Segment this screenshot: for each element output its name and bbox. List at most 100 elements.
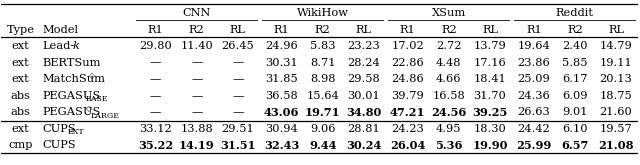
Text: XSum: XSum (432, 8, 466, 18)
Text: ext: ext (12, 124, 29, 134)
Text: PEGASUS: PEGASUS (42, 91, 100, 101)
Text: 34.80: 34.80 (346, 107, 381, 118)
Text: R2: R2 (567, 25, 583, 34)
Text: 19.11: 19.11 (600, 58, 632, 68)
Text: Model: Model (42, 25, 78, 34)
Text: ◇: ◇ (89, 72, 95, 80)
Text: 5.83: 5.83 (310, 41, 335, 51)
Text: R1: R1 (148, 25, 164, 34)
Text: 11.40: 11.40 (180, 41, 213, 51)
Text: R2: R2 (189, 25, 205, 34)
Text: 39.25: 39.25 (472, 107, 508, 118)
Text: LARGE: LARGE (91, 112, 120, 120)
Text: 18.30: 18.30 (474, 124, 506, 134)
Text: 13.79: 13.79 (474, 41, 506, 51)
Text: 15.64: 15.64 (307, 91, 339, 101)
Text: 25.09: 25.09 (518, 74, 550, 84)
Text: ext: ext (12, 74, 29, 84)
Text: 6.17: 6.17 (562, 74, 588, 84)
Text: 6.09: 6.09 (562, 91, 588, 101)
Text: 31.51: 31.51 (220, 140, 255, 151)
Text: 8.98: 8.98 (310, 74, 335, 84)
Text: 9.01: 9.01 (562, 107, 588, 117)
Text: 30.24: 30.24 (346, 140, 381, 151)
Text: k: k (72, 41, 79, 51)
Text: —: — (232, 58, 244, 68)
Text: 19.57: 19.57 (600, 124, 632, 134)
Text: MatchSum: MatchSum (42, 74, 105, 84)
Text: 4.48: 4.48 (436, 58, 461, 68)
Text: 30.31: 30.31 (266, 58, 298, 68)
Text: 35.22: 35.22 (138, 140, 173, 151)
Text: 6.57: 6.57 (561, 140, 589, 151)
Text: 18.41: 18.41 (474, 74, 506, 84)
Text: 28.81: 28.81 (348, 124, 380, 134)
Text: ◇: ◇ (86, 105, 92, 113)
Text: 26.04: 26.04 (390, 140, 426, 151)
Text: ext: ext (12, 58, 29, 68)
Text: 31.70: 31.70 (474, 91, 506, 101)
Text: —: — (232, 74, 244, 84)
Text: —: — (232, 107, 244, 117)
Text: 36.58: 36.58 (266, 91, 298, 101)
Text: 43.06: 43.06 (264, 107, 300, 118)
Text: —: — (191, 91, 202, 101)
Text: 16.58: 16.58 (433, 91, 465, 101)
Text: —: — (150, 74, 161, 84)
Text: RL: RL (230, 25, 246, 34)
Text: 32.43: 32.43 (264, 140, 300, 151)
Text: PEGASUS: PEGASUS (42, 107, 100, 117)
Text: 47.21: 47.21 (390, 107, 426, 118)
Text: 2.72: 2.72 (436, 41, 461, 51)
Text: R2: R2 (441, 25, 457, 34)
Text: 19.71: 19.71 (305, 107, 340, 118)
Text: 30.94: 30.94 (266, 124, 298, 134)
Text: 17.16: 17.16 (474, 58, 506, 68)
Text: —: — (191, 58, 202, 68)
Text: 17.02: 17.02 (392, 41, 424, 51)
Text: 33.12: 33.12 (140, 124, 172, 134)
Text: 21.60: 21.60 (600, 107, 632, 117)
Text: R1: R1 (526, 25, 541, 34)
Text: —: — (232, 91, 244, 101)
Text: BERTSum: BERTSum (42, 58, 100, 68)
Text: 26.45: 26.45 (221, 41, 254, 51)
Text: ext: ext (12, 41, 29, 51)
Text: CUPS: CUPS (42, 124, 76, 134)
Text: RL: RL (608, 25, 624, 34)
Text: 5.85: 5.85 (562, 58, 588, 68)
Text: 29.80: 29.80 (140, 41, 172, 51)
Text: cmp: cmp (8, 140, 33, 150)
Text: 24.96: 24.96 (266, 41, 298, 51)
Text: Reddit: Reddit (556, 8, 594, 18)
Text: 23.86: 23.86 (518, 58, 550, 68)
Text: 18.75: 18.75 (600, 91, 632, 101)
Text: 39.79: 39.79 (392, 91, 424, 101)
Text: BASE: BASE (86, 95, 108, 103)
Text: CUPS: CUPS (42, 140, 76, 150)
Text: RL: RL (356, 25, 372, 34)
Text: abs: abs (10, 91, 31, 101)
Text: 22.86: 22.86 (392, 58, 424, 68)
Text: 26.63: 26.63 (518, 107, 550, 117)
Text: 24.86: 24.86 (392, 74, 424, 84)
Text: 24.56: 24.56 (431, 107, 467, 118)
Text: 29.58: 29.58 (348, 74, 380, 84)
Text: R1: R1 (274, 25, 289, 34)
Text: 19.64: 19.64 (518, 41, 550, 51)
Text: WikiHow: WikiHow (297, 8, 349, 18)
Text: 6.10: 6.10 (562, 124, 588, 134)
Text: 21.08: 21.08 (598, 140, 634, 151)
Text: 23.23: 23.23 (348, 41, 380, 51)
Text: 4.95: 4.95 (436, 124, 461, 134)
Text: RL: RL (482, 25, 498, 34)
Text: 14.19: 14.19 (179, 140, 214, 151)
Text: 9.44: 9.44 (309, 140, 337, 151)
Text: 5.36: 5.36 (435, 140, 463, 151)
Text: 19.90: 19.90 (472, 140, 508, 151)
Text: 2.40: 2.40 (562, 41, 588, 51)
Text: Lead-: Lead- (42, 41, 74, 51)
Text: 8.71: 8.71 (310, 58, 335, 68)
Text: 24.23: 24.23 (392, 124, 424, 134)
Text: 25.99: 25.99 (516, 140, 552, 151)
